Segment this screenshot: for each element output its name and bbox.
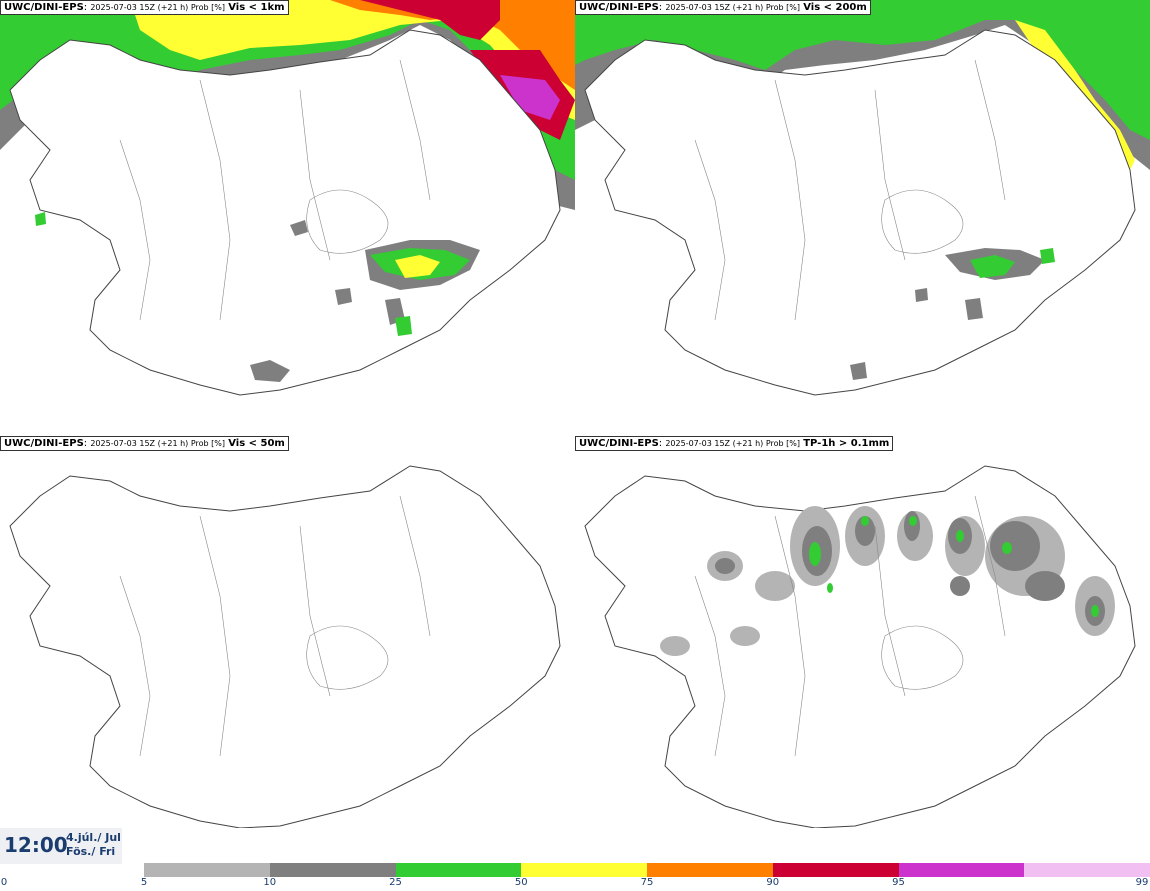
- map-panel-precip: UWC/DINI-EPS: 2025-07-03 15Z (+21 h) Pro…: [575, 436, 1150, 872]
- legend-color-segment: [269, 863, 396, 877]
- model-name: UWC/DINI-EPS: [579, 2, 659, 13]
- variable-name: TP-1h > 0.1mm: [803, 438, 890, 449]
- variable-name: Vis < 50m: [228, 438, 285, 449]
- legend-color-segment: [898, 863, 1025, 877]
- panel-title: UWC/DINI-EPS: 2025-07-03 15Z (+21 h) Pro…: [0, 436, 289, 451]
- panel-title: UWC/DINI-EPS: 2025-07-03 15Z (+21 h) Pro…: [575, 436, 894, 451]
- valid-time-box: 12:00 4.júl./ Jul Fös./ Fri: [0, 828, 122, 864]
- variable-name: Vis < 200m: [803, 2, 867, 13]
- legend-tick-label: 0: [0, 877, 8, 888]
- valid-date: 4.júl./ Jul Fös./ Fri: [66, 831, 121, 859]
- legend-tick-label: 10: [263, 877, 277, 888]
- legend-ticks: 0 5 10 25 50 75 90 95 99: [0, 877, 1150, 891]
- legend-tick-label: 99: [1135, 877, 1149, 888]
- legend-tick-label: 5: [140, 877, 148, 888]
- legend-tick-label: 50: [514, 877, 528, 888]
- color-legend: [144, 863, 1150, 877]
- legend-tick-label: 95: [892, 877, 905, 888]
- run-info: 2025-07-03 15Z (+21 h) Prob [%]: [665, 439, 801, 448]
- panel-title: UWC/DINI-EPS: 2025-07-03 15Z (+21 h) Pro…: [575, 0, 871, 15]
- model-name: UWC/DINI-EPS: [4, 438, 84, 449]
- legend-color-segment: [1024, 863, 1150, 877]
- iceland-map: [584, 465, 1136, 828]
- model-name: UWC/DINI-EPS: [4, 2, 84, 13]
- map-panel-vis-200m: UWC/DINI-EPS: 2025-07-03 15Z (+21 h) Pro…: [575, 0, 1150, 436]
- legend-color-segment: [144, 863, 270, 877]
- map-panel-vis-50m: UWC/DINI-EPS: 2025-07-03 15Z (+21 h) Pro…: [0, 436, 575, 872]
- legend-color-segment: [772, 863, 899, 877]
- panel-title: UWC/DINI-EPS: 2025-07-03 15Z (+21 h) Pro…: [0, 0, 289, 15]
- iceland-map: [575, 0, 1150, 396]
- run-info: 2025-07-03 15Z (+21 h) Prob [%]: [665, 3, 801, 12]
- iceland-map: [9, 465, 561, 828]
- legend-tick-label: 25: [389, 877, 402, 888]
- legend-color-segment: [395, 863, 522, 877]
- valid-date-line1: 4.júl./ Jul: [66, 831, 121, 844]
- iceland-map: [0, 0, 575, 396]
- model-name: UWC/DINI-EPS: [579, 438, 659, 449]
- variable-name: Vis < 1km: [228, 2, 285, 13]
- map-panel-vis-1km: UWC/DINI-EPS: 2025-07-03 15Z (+21 h) Pro…: [0, 0, 575, 436]
- run-info: 2025-07-03 15Z (+21 h) Prob [%]: [90, 439, 226, 448]
- run-info: 2025-07-03 15Z (+21 h) Prob [%]: [90, 3, 226, 12]
- legend-tick-label: 90: [766, 877, 780, 888]
- valid-time: 12:00: [4, 833, 68, 857]
- valid-date-line2: Fös./ Fri: [66, 845, 116, 858]
- legend-color-segment: [521, 863, 648, 877]
- legend-color-segment: [647, 863, 773, 877]
- legend-tick-label: 75: [640, 877, 654, 888]
